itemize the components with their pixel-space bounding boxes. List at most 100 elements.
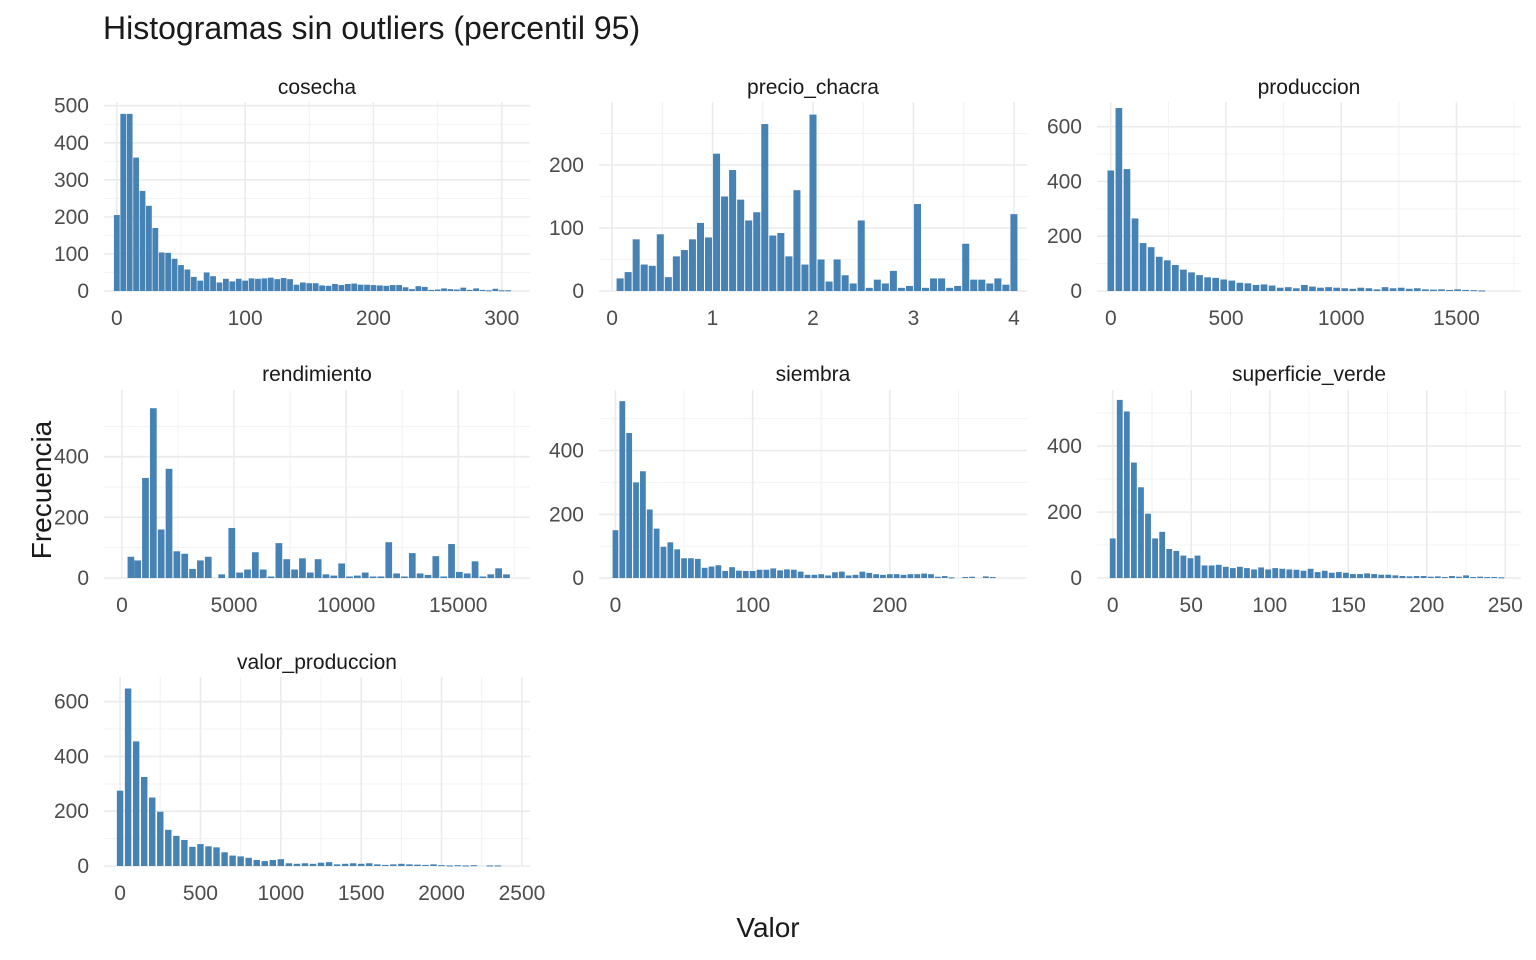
- histogram-bar: [900, 574, 907, 578]
- histogram-bar: [1286, 569, 1293, 578]
- y-tick-label: 300: [54, 169, 89, 192]
- histogram-bar: [269, 859, 277, 866]
- histogram-bar: [1397, 287, 1405, 291]
- x-tick-label: 0: [114, 882, 126, 905]
- histogram-bar: [880, 574, 886, 578]
- histogram-bar: [1292, 288, 1300, 291]
- histogram-bar: [463, 573, 471, 578]
- histogram-bar: [1470, 290, 1478, 292]
- histogram-bar: [454, 865, 461, 867]
- histogram-bar: [1279, 568, 1286, 578]
- y-tick-label: 0: [572, 567, 584, 590]
- histogram-bar: [1456, 576, 1462, 578]
- histogram-bar: [1010, 214, 1018, 291]
- histogram-bar: [737, 199, 745, 291]
- histogram-bar: [969, 576, 976, 578]
- histogram-bar: [648, 265, 656, 291]
- facet-strip-label: valor_produccion: [237, 651, 397, 674]
- x-tick-label: 0: [116, 594, 128, 617]
- histogram-bar: [325, 862, 333, 866]
- histogram-bar: [1438, 289, 1445, 291]
- histogram-bar: [492, 288, 499, 291]
- histogram-bar: [314, 559, 322, 578]
- histogram-bar: [116, 790, 124, 866]
- histogram-bar: [440, 576, 448, 578]
- histogram-bar: [473, 288, 479, 291]
- histogram-bar: [1258, 567, 1265, 578]
- histogram-bar: [1152, 538, 1159, 578]
- histogram-bar: [857, 220, 865, 291]
- histogram-bar: [205, 846, 212, 866]
- histogram-bar: [790, 569, 797, 578]
- histogram-bar: [849, 283, 857, 291]
- histogram-bar: [197, 280, 204, 291]
- histogram-bar: [1244, 283, 1252, 291]
- histogram-bar: [322, 574, 330, 578]
- histogram-bar: [1350, 574, 1356, 578]
- histogram-bar: [1491, 577, 1498, 579]
- histogram-bar: [922, 287, 930, 291]
- histogram-bar: [1173, 550, 1180, 578]
- histogram-bar: [769, 235, 777, 291]
- histogram-bar: [253, 859, 260, 866]
- histogram-bar: [1147, 247, 1155, 291]
- histogram-bar: [930, 278, 938, 291]
- histogram-bar: [1317, 287, 1324, 291]
- histogram-bar: [1251, 569, 1257, 578]
- histogram-bar: [886, 574, 893, 578]
- histogram-bar: [291, 569, 298, 578]
- histogram-bar: [402, 287, 409, 291]
- histogram-bar: [881, 283, 889, 291]
- histogram-bar: [801, 264, 809, 291]
- histogram-bar: [406, 864, 413, 866]
- histogram-bar: [409, 289, 415, 291]
- histogram-bar: [664, 277, 672, 291]
- histogram-bar: [470, 865, 477, 867]
- histogram-bar: [197, 560, 204, 578]
- histogram-bar: [317, 862, 325, 866]
- histogram-bar: [893, 574, 900, 578]
- histogram-bar: [1399, 576, 1406, 578]
- histogram-bar: [1381, 287, 1389, 291]
- histogram-bar: [366, 863, 373, 866]
- histogram-bar: [1307, 568, 1314, 578]
- histogram-bar: [149, 408, 157, 578]
- histogram-bar: [223, 278, 229, 291]
- histogram-bar: [1159, 531, 1166, 578]
- histogram-bar: [1406, 576, 1413, 578]
- histogram-bar: [761, 124, 769, 291]
- histogram-bar: [285, 863, 293, 866]
- histogram-bar: [753, 212, 761, 291]
- histogram-bar: [777, 570, 783, 578]
- y-tick-label: 0: [572, 280, 584, 303]
- histogram-bar: [432, 556, 440, 578]
- histogram-bar: [785, 256, 793, 291]
- x-tick-label: 10000: [317, 594, 375, 617]
- histogram-bar: [1378, 574, 1385, 578]
- histogram-bar: [171, 258, 178, 291]
- histogram-bar: [487, 574, 495, 578]
- histogram-bar: [1389, 288, 1397, 291]
- histogram-bar: [244, 569, 251, 578]
- histogram-bar: [1357, 287, 1365, 291]
- x-tick-label: 200: [872, 594, 907, 617]
- histogram-bar: [729, 170, 737, 291]
- x-tick-label: 0: [111, 307, 123, 330]
- histogram-bar: [1212, 277, 1220, 291]
- histogram-bar: [989, 577, 996, 579]
- y-tick-label: 0: [77, 280, 89, 303]
- histogram-bar: [1201, 565, 1208, 578]
- x-tick-label: 0: [610, 594, 622, 617]
- histogram-bar: [841, 275, 849, 291]
- histogram-bar: [946, 287, 954, 291]
- facet-strip-label: rendimiento: [262, 363, 372, 386]
- histogram-bar: [415, 286, 422, 291]
- histogram-bar: [1335, 572, 1342, 578]
- histogram-bar: [1208, 565, 1215, 578]
- histogram-bar: [1115, 108, 1123, 291]
- histogram-bar: [460, 287, 467, 291]
- histogram-bar: [382, 864, 389, 866]
- histogram-bar: [704, 237, 713, 291]
- histogram-bar: [357, 863, 365, 866]
- histogram-bar: [681, 558, 687, 578]
